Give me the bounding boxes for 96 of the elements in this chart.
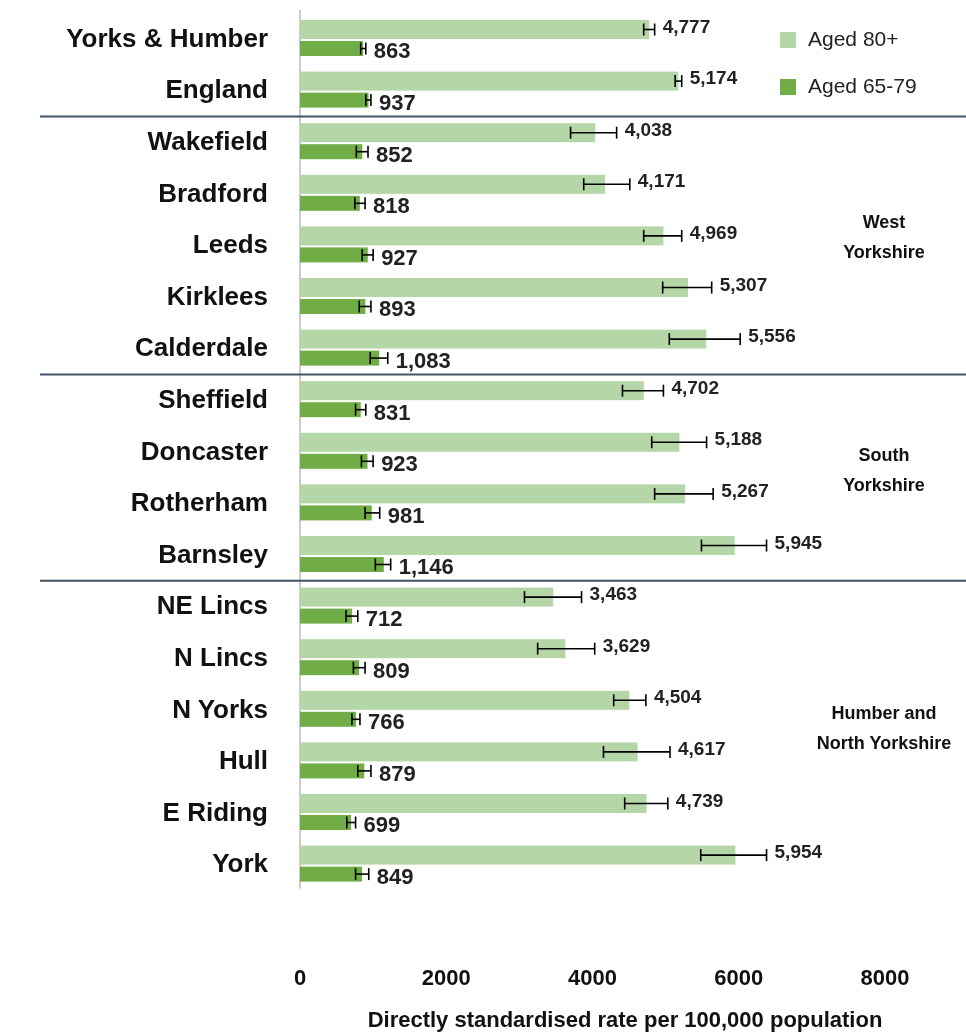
bar bbox=[300, 763, 365, 779]
data-label: 981 bbox=[387, 502, 425, 528]
bar bbox=[300, 711, 357, 727]
x-tick-label: 6000 bbox=[714, 965, 764, 990]
bar bbox=[300, 557, 384, 572]
bar bbox=[300, 20, 650, 39]
bar bbox=[300, 794, 647, 813]
annotation: Humber and North Yorkshire bbox=[816, 702, 952, 753]
data-label: 927 bbox=[381, 244, 418, 270]
data-label: 4,617 bbox=[678, 737, 726, 759]
bar bbox=[300, 144, 363, 160]
bar bbox=[300, 247, 368, 263]
y-tick-label: E Riding bbox=[162, 796, 268, 827]
data-label: 4,504 bbox=[653, 686, 702, 708]
data-label: 4,777 bbox=[662, 15, 711, 37]
x-tick-label: 8000 bbox=[860, 965, 910, 990]
data-label: 4,739 bbox=[675, 789, 724, 811]
data-label: 699 bbox=[363, 812, 401, 838]
bar bbox=[300, 690, 630, 710]
bar bbox=[300, 195, 360, 211]
y-tick-label: Kirklees bbox=[166, 280, 268, 311]
x-tick-label: 0 bbox=[293, 965, 307, 990]
data-label: 712 bbox=[365, 605, 403, 631]
x-axis-title: Directly standardised rate per 100,000 population bbox=[367, 1007, 883, 1032]
y-tick-label: Hull bbox=[218, 745, 268, 776]
data-label: 3,629 bbox=[602, 634, 651, 656]
data-label: 5,945 bbox=[774, 531, 823, 553]
x-tick-label: 2000 bbox=[421, 965, 471, 990]
bar bbox=[300, 639, 566, 659]
bar bbox=[300, 587, 554, 607]
y-tick-label: York bbox=[212, 848, 269, 879]
y-tick-label: N Lincs bbox=[174, 642, 268, 673]
y-tick-label: Doncaster bbox=[140, 435, 268, 466]
bar bbox=[300, 866, 363, 882]
data-label: 5,267 bbox=[721, 479, 769, 501]
bar bbox=[300, 432, 680, 452]
bar bbox=[300, 71, 679, 91]
bar bbox=[300, 92, 369, 108]
x-tick-label: 4000 bbox=[568, 965, 617, 990]
data-label: 923 bbox=[381, 451, 418, 477]
y-tick-label: Wakefield bbox=[147, 126, 268, 157]
bar bbox=[300, 174, 605, 194]
y-tick-label: Sheffield bbox=[158, 384, 268, 415]
data-label: 5,174 bbox=[689, 67, 738, 89]
y-tick-label: England bbox=[165, 74, 268, 105]
annotation: West Yorkshire bbox=[843, 212, 925, 263]
y-tick-label: Yorks & Humber bbox=[66, 22, 268, 53]
data-label: 879 bbox=[378, 760, 416, 786]
bar bbox=[300, 742, 638, 762]
data-label: 809 bbox=[373, 657, 410, 683]
bar bbox=[300, 660, 360, 676]
y-tick-label: Rotherham bbox=[130, 487, 268, 518]
bar bbox=[300, 226, 664, 246]
y-tick-label: NE Lincs bbox=[156, 590, 268, 621]
bar bbox=[300, 505, 372, 521]
bar bbox=[300, 350, 380, 366]
bar bbox=[300, 845, 736, 865]
bar bbox=[300, 329, 707, 349]
data-label: 863 bbox=[373, 38, 411, 64]
y-tick-label: Calderdale bbox=[135, 332, 268, 363]
data-label: 5,188 bbox=[714, 428, 763, 450]
data-label: 937 bbox=[378, 89, 416, 115]
data-label: 849 bbox=[376, 863, 414, 889]
y-tick-label: N Yorks bbox=[172, 693, 268, 724]
bar bbox=[300, 278, 689, 297]
bar bbox=[300, 299, 366, 314]
data-label: 4,171 bbox=[637, 170, 686, 192]
y-tick-label: Bradford bbox=[158, 177, 268, 208]
data-label: 818 bbox=[373, 193, 410, 219]
data-label: 852 bbox=[376, 141, 413, 167]
bar bbox=[300, 402, 361, 418]
data-label: 1,146 bbox=[398, 554, 454, 580]
data-label: 893 bbox=[378, 296, 416, 322]
data-label: 5,954 bbox=[774, 841, 823, 863]
data-label: 3,463 bbox=[589, 583, 638, 605]
data-label: 5,307 bbox=[719, 273, 768, 295]
data-label: 831 bbox=[373, 399, 411, 425]
data-label: 1,083 bbox=[395, 347, 451, 373]
legend-label: Aged 80+ bbox=[808, 26, 899, 50]
legend-label: Aged 65-79 bbox=[808, 73, 917, 97]
bar bbox=[300, 815, 352, 830]
bar bbox=[300, 381, 644, 401]
y-tick-label: Leeds bbox=[192, 229, 268, 260]
data-label: 5,556 bbox=[748, 325, 796, 347]
bar bbox=[300, 41, 364, 56]
data-label: 4,702 bbox=[671, 376, 719, 398]
data-label: 4,038 bbox=[624, 118, 673, 140]
bar bbox=[300, 453, 368, 469]
annotation: South Yorkshire bbox=[843, 444, 925, 495]
bar bbox=[300, 484, 686, 504]
y-tick-label: Barnsley bbox=[158, 538, 269, 569]
data-label: 4,969 bbox=[689, 221, 738, 243]
bar bbox=[300, 123, 596, 143]
bar bbox=[300, 536, 735, 555]
bar bbox=[300, 608, 353, 624]
data-label: 766 bbox=[367, 709, 405, 735]
